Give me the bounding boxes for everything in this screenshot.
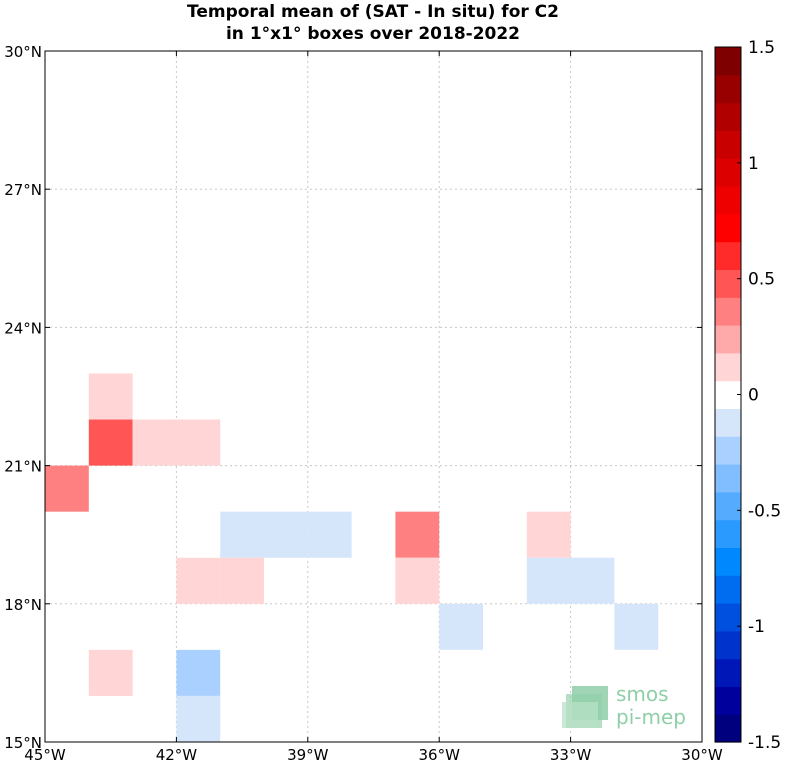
x-axis-ticks: 45°W 42°W 39°W 36°W 33°W 30°W (24, 51, 723, 763)
colorbar-segment (715, 102, 741, 131)
heatmap-cell (395, 511, 440, 558)
x-tick-label: 39°W (287, 746, 329, 763)
heatmap-cell (132, 419, 177, 466)
colorbar-segment (715, 325, 741, 354)
heatmap-cell (45, 465, 89, 512)
chart-title-line1: Temporal mean of (SAT - In situ) for C2 (187, 2, 559, 22)
colorbar-segment (715, 630, 741, 660)
colorbar-segment (715, 603, 741, 632)
plot-frame (44, 50, 703, 743)
logo-text-smos: smos (616, 682, 669, 706)
colorbar-segment (715, 464, 741, 493)
colorbar-segment (715, 714, 741, 743)
y-tick-label: 18°N (4, 596, 42, 614)
chart-title-line2: in 1°x1° boxes over 2018-2022 (226, 24, 520, 44)
heatmap-cell (176, 695, 221, 742)
x-tick-label: 45°W (24, 746, 66, 763)
colorbar-segment (715, 658, 741, 687)
y-tick-label: 15°N (4, 734, 42, 752)
heatmap-cell (526, 511, 571, 558)
colorbar-tick-label: -1.5 (748, 733, 781, 753)
colorbar-tick-label: 0 (748, 386, 759, 406)
heatmap-cell (88, 419, 133, 466)
heatmap-cell (614, 603, 659, 650)
colorbar-segment (715, 269, 741, 298)
colorbar-segment (715, 186, 741, 215)
x-tick-label: 42°W (156, 746, 198, 763)
y-tick-label: 30°N (4, 43, 42, 61)
colorbar-segment (715, 491, 741, 521)
y-tick-label: 21°N (4, 458, 42, 476)
heatmap-cell (395, 557, 440, 604)
colorbar-segment (715, 241, 741, 270)
heatmap-cell (88, 373, 133, 420)
heatmap-cell (176, 649, 221, 696)
colorbar-segment (715, 47, 741, 76)
x-tick-label: 36°W (418, 746, 460, 763)
heatmap-cell (220, 557, 264, 604)
colorbar-segment (715, 547, 741, 576)
y-tick-label: 24°N (4, 319, 42, 337)
heatmap-cell (570, 557, 615, 604)
y-tick-label: 27°N (4, 181, 42, 199)
colorbar-tick-label: -0.5 (748, 501, 781, 521)
colorbar-segment (715, 130, 741, 159)
heatmap-cell (220, 511, 264, 558)
colorbar-segment (715, 297, 741, 326)
colorbar-segment (715, 519, 741, 548)
colorbar-segment (715, 213, 741, 243)
y-axis-ticks: 15°N 18°N 21°N 24°N 27°N 30°N (4, 43, 702, 752)
colorbar-tick-label: -1 (748, 617, 765, 637)
x-tick-label: 33°W (550, 746, 592, 763)
logo-text-pimep: pi-mep (616, 705, 686, 729)
colorbar-segment (715, 408, 741, 437)
heatmap-cells (45, 373, 659, 742)
heatmap-cell (264, 511, 308, 558)
heatmap-cell (88, 649, 133, 696)
x-tick-label: 30°W (681, 746, 723, 763)
colorbar-tick-label: 1 (748, 154, 759, 174)
colorbar-segment (715, 686, 741, 715)
heatmap-cell (176, 557, 221, 604)
colorbar: 1.5 1 0.5 0 -0.5 -1 -1.5 (714, 38, 781, 753)
heatmap-cell (526, 557, 571, 604)
heatmap-cell (439, 603, 483, 650)
colorbar-segment (715, 436, 741, 465)
colorbar-segment (715, 74, 741, 104)
smos-pi-mep-logo: smos pi-mep (562, 682, 686, 729)
colorbar-segment (715, 158, 741, 187)
heatmap-cell (307, 511, 352, 558)
colorbar-segment (715, 380, 741, 409)
colorbar-tick-label: 0.5 (748, 270, 775, 290)
colorbar-segment (715, 575, 741, 604)
colorbar-tick-label: 1.5 (748, 38, 775, 58)
gridlines (45, 51, 702, 742)
colorbar-segment (715, 352, 741, 382)
heatmap-cell (176, 419, 221, 466)
